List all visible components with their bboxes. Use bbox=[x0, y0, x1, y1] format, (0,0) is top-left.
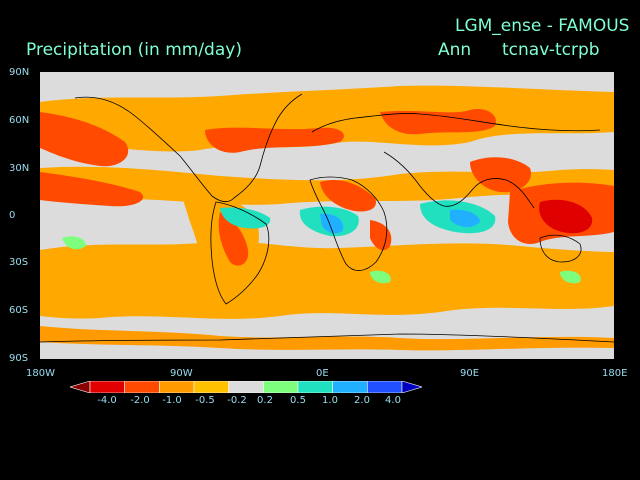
colorbar-label: 2.0 bbox=[354, 395, 370, 406]
lat-label-90s: 90S bbox=[9, 353, 29, 364]
wet-anomaly-regions bbox=[62, 200, 581, 284]
experiment-title: LGM_ense - FAMOUS bbox=[455, 16, 630, 36]
colorbar-box bbox=[367, 381, 403, 393]
lon-label-0e: 0E bbox=[316, 368, 329, 379]
colorbar bbox=[70, 381, 422, 393]
colorbar-label: 4.0 bbox=[385, 395, 401, 406]
colorbar-low-arrow bbox=[70, 381, 91, 393]
colorbar-box bbox=[89, 381, 125, 393]
colorbar-box bbox=[332, 381, 368, 393]
lat-label-30n: 30N bbox=[9, 163, 30, 174]
colorbar-box bbox=[193, 381, 229, 393]
colorbar-box bbox=[263, 381, 299, 393]
orange-anomaly-regions bbox=[40, 85, 614, 319]
lon-label-90w: 90W bbox=[170, 368, 193, 379]
variable-title: Precipitation (in mm/day) bbox=[26, 40, 242, 60]
colorbar-box bbox=[124, 381, 160, 393]
coastlines bbox=[40, 93, 614, 343]
precipitation-map bbox=[40, 72, 614, 359]
colorbar-label: 0.5 bbox=[290, 395, 306, 406]
dark-red-anomaly-core bbox=[539, 199, 593, 234]
colorbar-label: 0.2 bbox=[257, 395, 273, 406]
colorbar-label: -0.2 bbox=[227, 395, 247, 406]
colorbar-label: 1.0 bbox=[322, 395, 338, 406]
lat-label-30s: 30S bbox=[9, 257, 29, 268]
colorbar-label: -0.5 bbox=[195, 395, 215, 406]
colorbar-box bbox=[228, 381, 264, 393]
lat-label-60n: 60N bbox=[9, 115, 30, 126]
lon-label-180w: 180W bbox=[26, 368, 55, 379]
lat-label-90n: 90N bbox=[9, 67, 30, 78]
colorbar-label: -4.0 bbox=[97, 395, 117, 406]
colorbar-high-arrow bbox=[401, 381, 422, 393]
colorbar-box bbox=[159, 381, 195, 393]
season-label: Ann bbox=[438, 40, 472, 60]
difference-label: tcnav-tcrpb bbox=[502, 40, 600, 60]
lat-label-0: 0 bbox=[9, 210, 16, 221]
colorbar-label: -2.0 bbox=[130, 395, 150, 406]
colorbar-label: -1.0 bbox=[162, 395, 182, 406]
lon-label-90e: 90E bbox=[460, 368, 480, 379]
lat-label-60s: 60S bbox=[9, 305, 29, 316]
colorbar-box bbox=[297, 381, 333, 393]
lon-label-180e: 180E bbox=[602, 368, 628, 379]
